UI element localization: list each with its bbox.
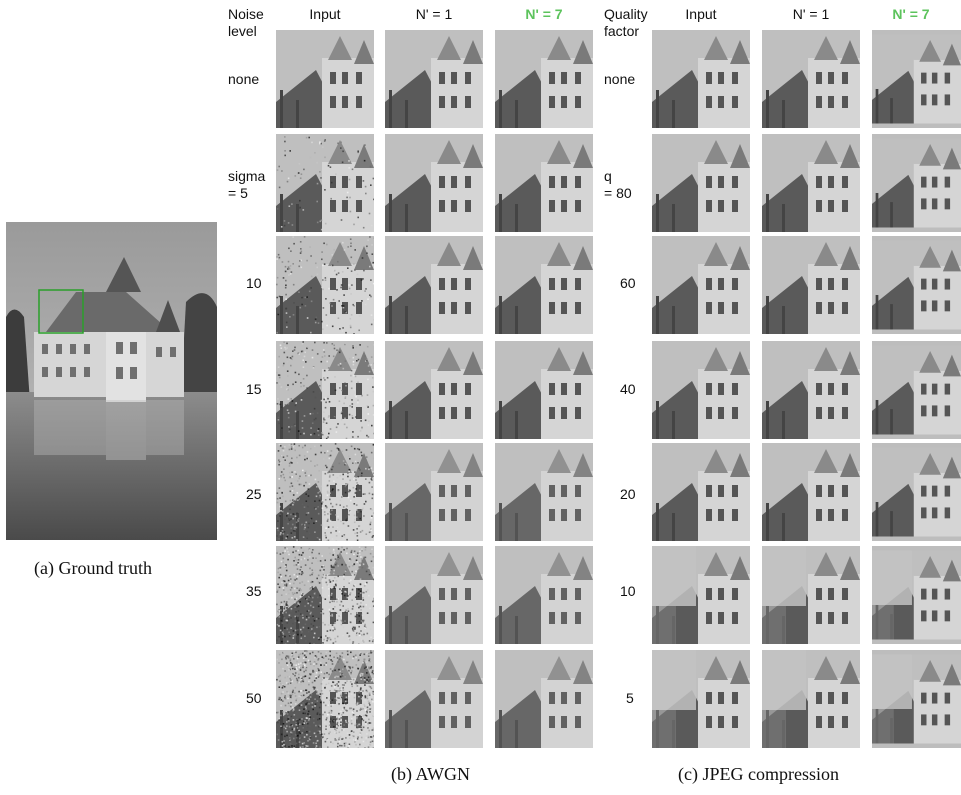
awgn-row-label: 10 bbox=[246, 275, 262, 291]
awgn-input-thumbnail bbox=[276, 443, 374, 541]
jpeg-row-label: 20 bbox=[620, 486, 636, 502]
awgn-row-header: Noise level bbox=[228, 6, 264, 39]
awgn-n7-thumbnail bbox=[495, 134, 593, 232]
jpeg-n1-thumbnail bbox=[762, 134, 860, 232]
awgn-n7-thumbnail bbox=[495, 650, 593, 748]
awgn-input-thumbnail bbox=[276, 30, 374, 128]
awgn-n1-thumbnail bbox=[385, 30, 483, 128]
jpeg-n7-thumbnail bbox=[872, 134, 961, 232]
jpeg-n1-thumbnail bbox=[762, 236, 860, 334]
awgn-n7-thumbnail bbox=[495, 30, 593, 128]
jpeg-n1-thumbnail bbox=[762, 30, 860, 128]
awgn-row-label: sigma = 5 bbox=[228, 168, 266, 201]
jpeg-n7-thumbnail bbox=[872, 650, 961, 748]
jpeg-input-thumbnail bbox=[652, 341, 750, 439]
jpeg-n7-thumbnail bbox=[872, 30, 961, 128]
awgn-n1-thumbnail bbox=[385, 546, 483, 644]
jpeg-n1-thumbnail bbox=[762, 650, 860, 748]
awgn-n1-thumbnail bbox=[385, 134, 483, 232]
awgn-n7-thumbnail bbox=[495, 341, 593, 439]
awgn-n1-thumbnail bbox=[385, 341, 483, 439]
jpeg-input-thumbnail bbox=[652, 546, 750, 644]
awgn-n1-thumbnail bbox=[385, 443, 483, 541]
jpeg-input-thumbnail bbox=[652, 30, 750, 128]
ground-truth-image bbox=[6, 222, 217, 540]
jpeg-col-header-n1: N' = 1 bbox=[792, 6, 830, 22]
jpeg-row-header: Quality factor bbox=[604, 6, 648, 39]
awgn-input-thumbnail bbox=[276, 650, 374, 748]
jpeg-row-label: 5 bbox=[626, 690, 634, 706]
jpeg-n1-thumbnail bbox=[762, 341, 860, 439]
jpeg-caption: (c) JPEG compression bbox=[678, 764, 839, 784]
jpeg-row-label: none bbox=[604, 71, 636, 87]
awgn-input-thumbnail bbox=[276, 341, 374, 439]
jpeg-n7-thumbnail bbox=[872, 443, 961, 541]
jpeg-row-label: 40 bbox=[620, 381, 636, 397]
awgn-input-thumbnail bbox=[276, 236, 374, 334]
jpeg-n1-thumbnail bbox=[762, 443, 860, 541]
jpeg-col-header-input: Input bbox=[685, 6, 717, 22]
jpeg-input-thumbnail bbox=[652, 443, 750, 541]
jpeg-input-thumbnail bbox=[652, 650, 750, 748]
jpeg-col-header-n7: N' = 7 bbox=[892, 6, 930, 22]
awgn-row-label: none bbox=[228, 71, 260, 87]
awgn-n7-thumbnail bbox=[495, 236, 593, 334]
jpeg-row-label: 60 bbox=[620, 275, 636, 291]
jpeg-n7-thumbnail bbox=[872, 546, 961, 644]
jpeg-n7-thumbnail bbox=[872, 341, 961, 439]
awgn-input-thumbnail bbox=[276, 546, 374, 644]
awgn-col-header-input: Input bbox=[309, 6, 341, 22]
awgn-caption: (b) AWGN bbox=[391, 764, 471, 784]
jpeg-row-label: 10 bbox=[620, 583, 636, 599]
jpeg-input-thumbnail bbox=[652, 236, 750, 334]
ground-truth-caption: (a) Ground truth bbox=[34, 558, 152, 578]
awgn-row-label: 35 bbox=[246, 583, 262, 599]
jpeg-n1-thumbnail bbox=[762, 546, 860, 644]
awgn-input-thumbnail bbox=[276, 134, 374, 232]
awgn-col-header-n1: N' = 1 bbox=[415, 6, 453, 22]
jpeg-input-thumbnail bbox=[652, 134, 750, 232]
jpeg-n7-thumbnail bbox=[872, 236, 961, 334]
jpeg-row-label: q = 80 bbox=[604, 168, 632, 201]
awgn-n7-thumbnail bbox=[495, 546, 593, 644]
awgn-n1-thumbnail bbox=[385, 650, 483, 748]
awgn-n7-thumbnail bbox=[495, 443, 593, 541]
awgn-n1-thumbnail bbox=[385, 236, 483, 334]
awgn-row-label: 50 bbox=[246, 690, 262, 706]
awgn-col-header-n7: N' = 7 bbox=[525, 6, 563, 22]
awgn-row-label: 15 bbox=[246, 381, 262, 397]
awgn-row-label: 25 bbox=[246, 486, 262, 502]
